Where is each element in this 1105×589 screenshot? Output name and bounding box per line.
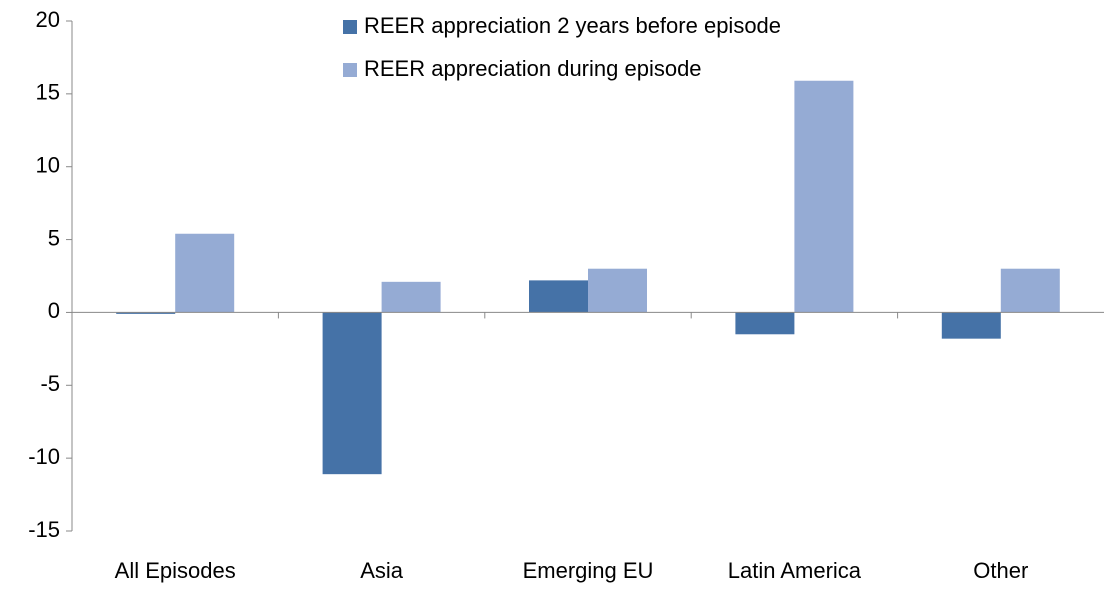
x-tick-label: Other xyxy=(973,558,1028,583)
y-tick-label: 5 xyxy=(48,225,60,250)
bar xyxy=(175,233,235,313)
legend-swatch xyxy=(343,63,357,77)
y-tick-label: 20 xyxy=(36,7,60,32)
legend-label: REER appreciation 2 years before episode xyxy=(364,13,781,38)
bar xyxy=(322,312,382,475)
x-tick-label: Emerging EU xyxy=(523,558,654,583)
y-tick-label: -10 xyxy=(28,444,60,469)
x-tick-label: Asia xyxy=(360,558,404,583)
bar xyxy=(1000,268,1060,313)
legend-label: REER appreciation during episode xyxy=(364,56,702,81)
bar xyxy=(381,281,441,313)
bar xyxy=(529,280,588,313)
y-tick-label: -5 xyxy=(40,371,60,396)
bar xyxy=(794,80,854,313)
bar xyxy=(116,312,176,314)
y-tick-label: 0 xyxy=(48,298,60,323)
legend-swatch xyxy=(343,20,357,34)
y-tick-label: 15 xyxy=(36,80,60,105)
x-tick-label: Latin America xyxy=(728,558,862,583)
bar xyxy=(735,312,795,335)
bar xyxy=(588,268,647,313)
x-tick-label: All Episodes xyxy=(115,558,236,583)
y-tick-label: 10 xyxy=(36,153,60,178)
bar xyxy=(941,312,1001,339)
y-tick-label: -15 xyxy=(28,517,60,542)
